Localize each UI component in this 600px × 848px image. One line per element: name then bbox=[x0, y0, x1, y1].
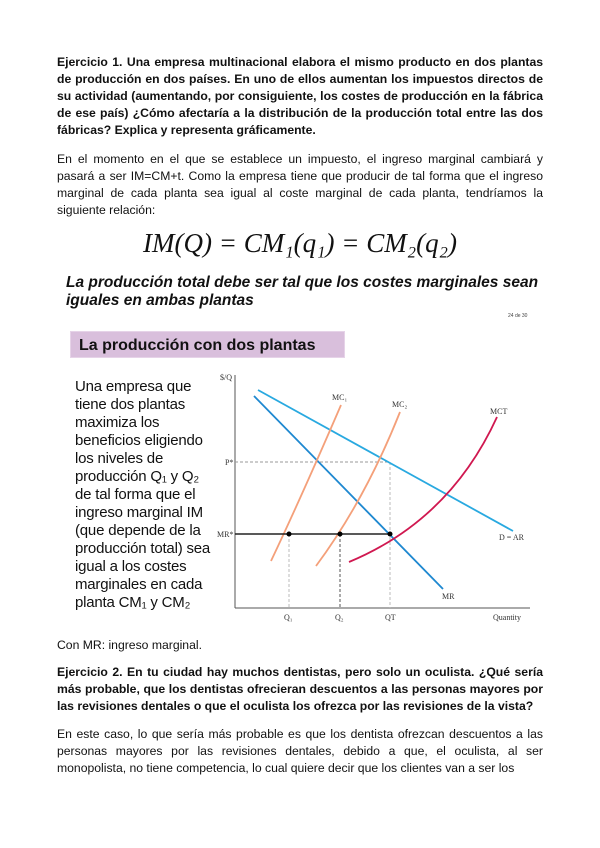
q1-label: Q₁ bbox=[284, 613, 293, 622]
equilibrium-point-total bbox=[387, 531, 393, 537]
mr-label: MR bbox=[442, 592, 455, 601]
mc2-label: MC₂ bbox=[392, 400, 407, 409]
equilibrium-point-2 bbox=[337, 531, 343, 537]
exercise-1-question: Ejercicio 1. Una empresa multinacional e… bbox=[57, 55, 543, 137]
mc1-label: MC₁ bbox=[332, 393, 347, 402]
exercise-2-question: Ejercicio 2. En tu ciudad hay muchos den… bbox=[57, 665, 543, 713]
demand-label: D = AR bbox=[499, 533, 525, 542]
demand-curve bbox=[257, 389, 514, 532]
mct-curve bbox=[348, 416, 498, 563]
mct-label: MCT bbox=[490, 407, 507, 416]
exercise-1-answer: En el momento en el que se establece un … bbox=[57, 152, 543, 217]
slide-side-text: Una empresa que tiene dos plantas maximi… bbox=[75, 378, 211, 611]
slide-title-box: La producción con dos plantas bbox=[70, 331, 345, 358]
y-axis-label: $/Q bbox=[220, 373, 232, 382]
mr-curve bbox=[253, 395, 444, 590]
mr-star-label: MR* bbox=[217, 530, 233, 539]
chart-caption: Con MR: ingreso marginal. bbox=[57, 638, 202, 652]
equilibrium-point-1 bbox=[286, 531, 292, 537]
slide-heading: La producción total debe ser tal que los… bbox=[66, 274, 539, 309]
q2-label: Q₂ bbox=[335, 613, 344, 622]
mc1-curve bbox=[270, 404, 342, 562]
mc2-curve bbox=[315, 411, 401, 567]
slide-page-number: 24 de 30 bbox=[508, 313, 528, 319]
exercise-2-answer: En este caso, lo que sería más probable … bbox=[57, 727, 543, 775]
x-axis-label: Quantity bbox=[493, 613, 521, 622]
qt-label: QT bbox=[385, 613, 396, 622]
p-star-label: P* bbox=[225, 458, 233, 467]
equilibrium-formula: IM(Q) = CM₁(q₁) = CM₂(q₂) bbox=[143, 228, 457, 258]
